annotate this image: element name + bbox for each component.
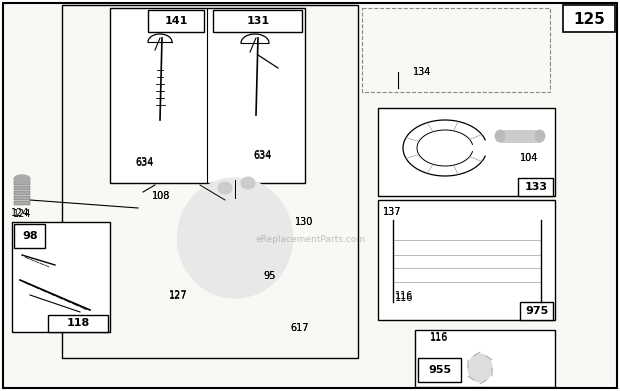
Text: 104: 104 (520, 153, 538, 163)
Text: 617: 617 (291, 323, 309, 333)
Text: 127: 127 (169, 291, 187, 301)
Text: 116: 116 (395, 293, 414, 303)
Text: 124: 124 (11, 208, 29, 218)
Text: 975: 975 (525, 306, 549, 316)
Text: 116: 116 (430, 332, 448, 342)
Bar (14, 181, 30, 185)
Bar (14, 191, 30, 195)
Bar (148, 10, 204, 32)
Text: 955: 955 (428, 365, 451, 375)
Ellipse shape (468, 354, 492, 382)
Text: 118: 118 (66, 318, 90, 328)
Bar (14, 196, 30, 200)
Bar (418, 358, 461, 382)
Text: 104: 104 (520, 153, 538, 163)
Text: 108: 108 (152, 191, 171, 201)
Ellipse shape (177, 178, 293, 298)
Text: 617: 617 (291, 323, 309, 333)
Text: 116: 116 (430, 333, 448, 343)
Bar (62, 5, 358, 358)
Text: 95: 95 (264, 271, 276, 281)
Bar (362, 8, 550, 92)
Bar (48, 315, 108, 332)
Text: 133: 133 (525, 182, 547, 192)
Text: 134: 134 (413, 67, 432, 77)
Text: 130: 130 (295, 217, 313, 227)
Text: 95: 95 (264, 271, 276, 281)
Text: 130: 130 (295, 217, 313, 227)
Text: 125: 125 (573, 11, 605, 27)
Bar (518, 178, 553, 196)
Text: 137: 137 (383, 207, 402, 217)
Text: 137: 137 (383, 207, 402, 217)
Bar (110, 8, 305, 183)
Ellipse shape (218, 182, 232, 194)
Text: 116: 116 (395, 291, 414, 301)
Ellipse shape (535, 130, 545, 142)
Text: 131: 131 (246, 16, 270, 26)
Text: 134: 134 (413, 67, 432, 77)
Bar (14, 186, 30, 190)
Ellipse shape (241, 177, 255, 189)
Bar (14, 224, 45, 248)
Text: eReplacementParts.com: eReplacementParts.com (255, 235, 365, 244)
Bar (378, 108, 555, 196)
Bar (563, 5, 615, 32)
Text: 634: 634 (254, 151, 272, 161)
Text: 124: 124 (13, 209, 31, 219)
Bar (500, 130, 540, 142)
Bar (520, 302, 553, 320)
Bar (14, 201, 30, 205)
Ellipse shape (14, 175, 30, 183)
Text: 634: 634 (254, 150, 272, 160)
Bar (415, 330, 555, 387)
Bar (213, 10, 302, 32)
Bar (12, 222, 110, 332)
Text: 634: 634 (136, 157, 154, 167)
Bar (378, 200, 555, 320)
Text: 127: 127 (169, 290, 187, 300)
Text: 141: 141 (164, 16, 188, 26)
Text: 98: 98 (22, 231, 38, 241)
Ellipse shape (495, 130, 505, 142)
Text: 634: 634 (136, 158, 154, 168)
Text: 108: 108 (152, 191, 171, 201)
